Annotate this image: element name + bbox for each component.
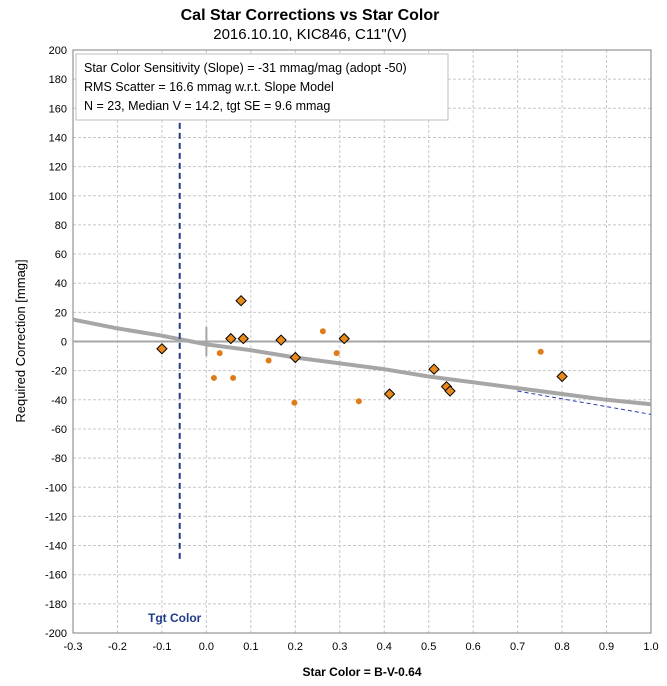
data-point-diamond xyxy=(156,343,168,355)
y-tick-label: -40 xyxy=(51,395,67,407)
y-tick-label: -140 xyxy=(45,541,67,553)
y-tick-label: 100 xyxy=(49,191,67,203)
x-tick-label: 0.7 xyxy=(510,641,525,653)
y-tick-label: 120 xyxy=(49,162,67,174)
data-point-circle xyxy=(333,350,340,357)
data-point-circle xyxy=(319,328,326,335)
annotation-line-1: Star Color Sensitivity (Slope) = -31 mma… xyxy=(84,61,407,75)
series-circle-points xyxy=(210,328,544,406)
x-tick-label: 0.5 xyxy=(421,641,436,653)
data-point-circle xyxy=(537,348,544,355)
x-tick-label: 0.6 xyxy=(466,641,481,653)
x-tick-label: 0.2 xyxy=(288,641,303,653)
data-point-circle xyxy=(291,399,298,406)
data-point-diamond xyxy=(383,388,396,400)
x-tick-label: 0.1 xyxy=(243,641,258,653)
slope-model-curve xyxy=(72,317,652,407)
chart-subtitle: 2016.10.10, KIC846, C11"(V) xyxy=(213,26,407,43)
y-tick-label: -100 xyxy=(45,482,67,494)
x-tick-label: 0.0 xyxy=(199,641,214,653)
x-tick-label: 0.3 xyxy=(332,641,347,653)
y-tick-label: -180 xyxy=(45,599,67,611)
x-axis-label: Star Color = B-V-0.64 xyxy=(302,665,421,679)
data-point-diamond xyxy=(235,294,247,307)
data-point-diamond xyxy=(237,332,249,345)
series-diamond-points xyxy=(156,294,568,400)
y-tick-label: 180 xyxy=(49,74,67,86)
x-tick-labels: -0.3 -0.2 -0.1 0.0 0.1 0.2 0.3 0.4 0.5 0.6 0.7 0.8 0… xyxy=(64,641,659,653)
y-tick-label: -200 xyxy=(45,628,67,640)
annotation-background xyxy=(75,53,449,121)
chart-title: Cal Star Corrections vs Star Color xyxy=(181,7,440,24)
x-tick-label: -0.1 xyxy=(152,641,171,653)
y-axis-label: Required Correction [mmag] xyxy=(13,259,28,422)
data-point-diamond xyxy=(289,351,302,364)
data-point-circle xyxy=(355,398,362,405)
y-tick-label: -160 xyxy=(45,570,67,582)
x-tick-label: 0.9 xyxy=(599,641,614,653)
y-tick-label: 200 xyxy=(49,45,67,57)
x-tick-label: -0.2 xyxy=(108,641,127,653)
y-tick-label: 140 xyxy=(49,132,67,144)
y-tick-label: -80 xyxy=(51,453,67,465)
data-point-circle xyxy=(210,374,217,381)
x-tick-label: -0.3 xyxy=(64,641,83,653)
data-point-diamond xyxy=(556,370,568,383)
y-tick-label: 160 xyxy=(49,103,67,115)
y-tick-label: 40 xyxy=(55,278,67,290)
y-tick-label: -60 xyxy=(51,424,67,436)
annotation-box: Star Color Sensitivity (Slope) = -31 mma… xyxy=(75,53,449,121)
y-tick-label: 80 xyxy=(55,220,67,232)
adopted-slope-line xyxy=(517,390,652,415)
y-tick-labels: -200-180-160-140-120-100-80-60-40-200204… xyxy=(45,45,67,640)
x-tick-label: 0.4 xyxy=(377,641,392,653)
y-tick-label: -20 xyxy=(51,366,67,378)
annotation-line-2: RMS Scatter = 16.6 mmag w.r.t. Slope Mod… xyxy=(84,80,334,94)
data-point-diamond xyxy=(275,334,287,346)
y-tick-label: 0 xyxy=(61,337,67,349)
annotation-line-3: N = 23, Median V = 14.2, tgt SE = 9.6 mm… xyxy=(84,99,330,113)
y-tick-label: 20 xyxy=(55,307,67,319)
data-point-diamond xyxy=(444,385,456,397)
data-point-diamond xyxy=(428,363,440,375)
data-point-diamond xyxy=(225,332,237,345)
data-point-diamond xyxy=(338,332,350,345)
target-color-label: Tgt Color xyxy=(148,611,202,625)
data-point-circle xyxy=(216,350,223,357)
y-tick-label: -120 xyxy=(45,511,67,523)
x-tick-label: 0.8 xyxy=(554,641,569,653)
data-point-circle xyxy=(265,357,272,364)
x-tick-label: 1.0 xyxy=(643,641,658,653)
y-tick-label: 60 xyxy=(55,249,67,261)
data-point-circle xyxy=(230,374,237,381)
